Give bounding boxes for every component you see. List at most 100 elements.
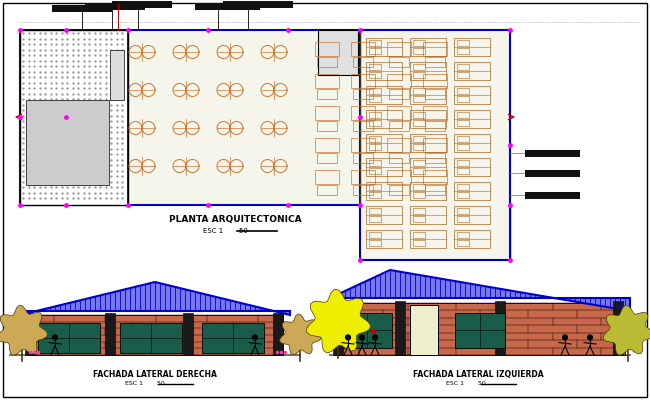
Polygon shape bbox=[603, 305, 650, 355]
Bar bbox=[454, 110, 490, 128]
Bar bbox=[457, 96, 469, 102]
Circle shape bbox=[588, 335, 592, 340]
Bar bbox=[315, 74, 339, 88]
Bar bbox=[387, 138, 411, 152]
Bar bbox=[454, 38, 490, 56]
Bar bbox=[457, 64, 469, 70]
Bar bbox=[454, 134, 490, 152]
Bar bbox=[454, 230, 490, 248]
Bar bbox=[410, 134, 446, 152]
Bar bbox=[366, 230, 402, 248]
Bar bbox=[369, 184, 381, 190]
Bar bbox=[457, 240, 469, 246]
Bar bbox=[366, 182, 402, 200]
Bar bbox=[389, 57, 409, 67]
Bar bbox=[387, 74, 411, 88]
Bar bbox=[387, 42, 411, 56]
Bar bbox=[413, 48, 425, 54]
Bar bbox=[413, 96, 425, 102]
Bar bbox=[410, 206, 446, 224]
Bar bbox=[410, 230, 446, 248]
Bar bbox=[20, 30, 128, 205]
Bar bbox=[369, 64, 381, 70]
Bar bbox=[457, 88, 469, 94]
Bar bbox=[342, 313, 392, 348]
Bar bbox=[454, 158, 490, 176]
Polygon shape bbox=[280, 314, 321, 355]
Bar bbox=[112, 1, 172, 8]
Bar bbox=[457, 112, 469, 118]
Bar bbox=[525, 150, 580, 157]
Bar bbox=[389, 89, 409, 99]
Bar bbox=[423, 170, 447, 184]
Bar bbox=[202, 323, 264, 353]
Circle shape bbox=[359, 335, 365, 340]
Polygon shape bbox=[0, 305, 47, 355]
Bar bbox=[369, 96, 381, 102]
Bar bbox=[455, 313, 505, 348]
Bar bbox=[351, 74, 375, 88]
Bar bbox=[273, 313, 283, 355]
Bar bbox=[366, 86, 402, 104]
Bar bbox=[457, 144, 469, 150]
Bar bbox=[413, 208, 425, 214]
Bar bbox=[369, 144, 381, 150]
Text: FACHADA LATERAL IZQUIERDA: FACHADA LATERAL IZQUIERDA bbox=[413, 370, 543, 379]
Bar bbox=[410, 86, 446, 104]
Bar bbox=[366, 62, 402, 80]
Bar bbox=[353, 89, 373, 99]
Bar bbox=[353, 153, 373, 163]
Bar bbox=[369, 240, 381, 246]
Bar bbox=[353, 185, 373, 195]
Bar bbox=[395, 301, 405, 355]
Circle shape bbox=[563, 335, 567, 340]
Bar bbox=[457, 72, 469, 78]
Bar bbox=[369, 192, 381, 198]
Bar bbox=[110, 50, 124, 100]
Bar bbox=[366, 206, 402, 224]
Bar bbox=[413, 184, 425, 190]
Bar bbox=[369, 112, 381, 118]
Bar bbox=[423, 106, 447, 120]
Text: ESC 1       50: ESC 1 50 bbox=[125, 381, 165, 386]
Bar bbox=[351, 170, 375, 184]
Bar bbox=[351, 42, 375, 56]
Polygon shape bbox=[307, 289, 370, 353]
Bar bbox=[457, 136, 469, 142]
Bar bbox=[366, 38, 402, 56]
Bar bbox=[413, 40, 425, 46]
Bar bbox=[369, 88, 381, 94]
Bar bbox=[413, 232, 425, 238]
Bar bbox=[389, 153, 409, 163]
Bar bbox=[457, 184, 469, 190]
Bar bbox=[613, 301, 623, 355]
Bar bbox=[183, 313, 193, 355]
Bar bbox=[413, 88, 425, 94]
Bar bbox=[457, 40, 469, 46]
Bar bbox=[413, 144, 425, 150]
Bar bbox=[525, 192, 580, 199]
Bar bbox=[85, 3, 145, 10]
Bar bbox=[120, 323, 182, 353]
Bar bbox=[195, 3, 260, 10]
Bar bbox=[353, 121, 373, 131]
Bar bbox=[223, 1, 293, 8]
Polygon shape bbox=[330, 270, 630, 311]
Bar bbox=[315, 138, 339, 152]
Bar bbox=[317, 185, 337, 195]
Bar bbox=[413, 72, 425, 78]
Bar bbox=[317, 89, 337, 99]
Bar bbox=[423, 42, 447, 56]
Bar bbox=[457, 192, 469, 198]
Text: ESC 1       50: ESC 1 50 bbox=[203, 228, 248, 234]
Bar bbox=[413, 216, 425, 222]
Bar bbox=[457, 48, 469, 54]
Bar bbox=[457, 160, 469, 166]
Bar bbox=[369, 160, 381, 166]
Bar bbox=[525, 170, 580, 177]
Bar bbox=[413, 112, 425, 118]
Text: FACHADA LATERAL DERECHA: FACHADA LATERAL DERECHA bbox=[93, 370, 217, 379]
Bar bbox=[360, 30, 510, 260]
Bar bbox=[457, 208, 469, 214]
Circle shape bbox=[372, 335, 378, 340]
